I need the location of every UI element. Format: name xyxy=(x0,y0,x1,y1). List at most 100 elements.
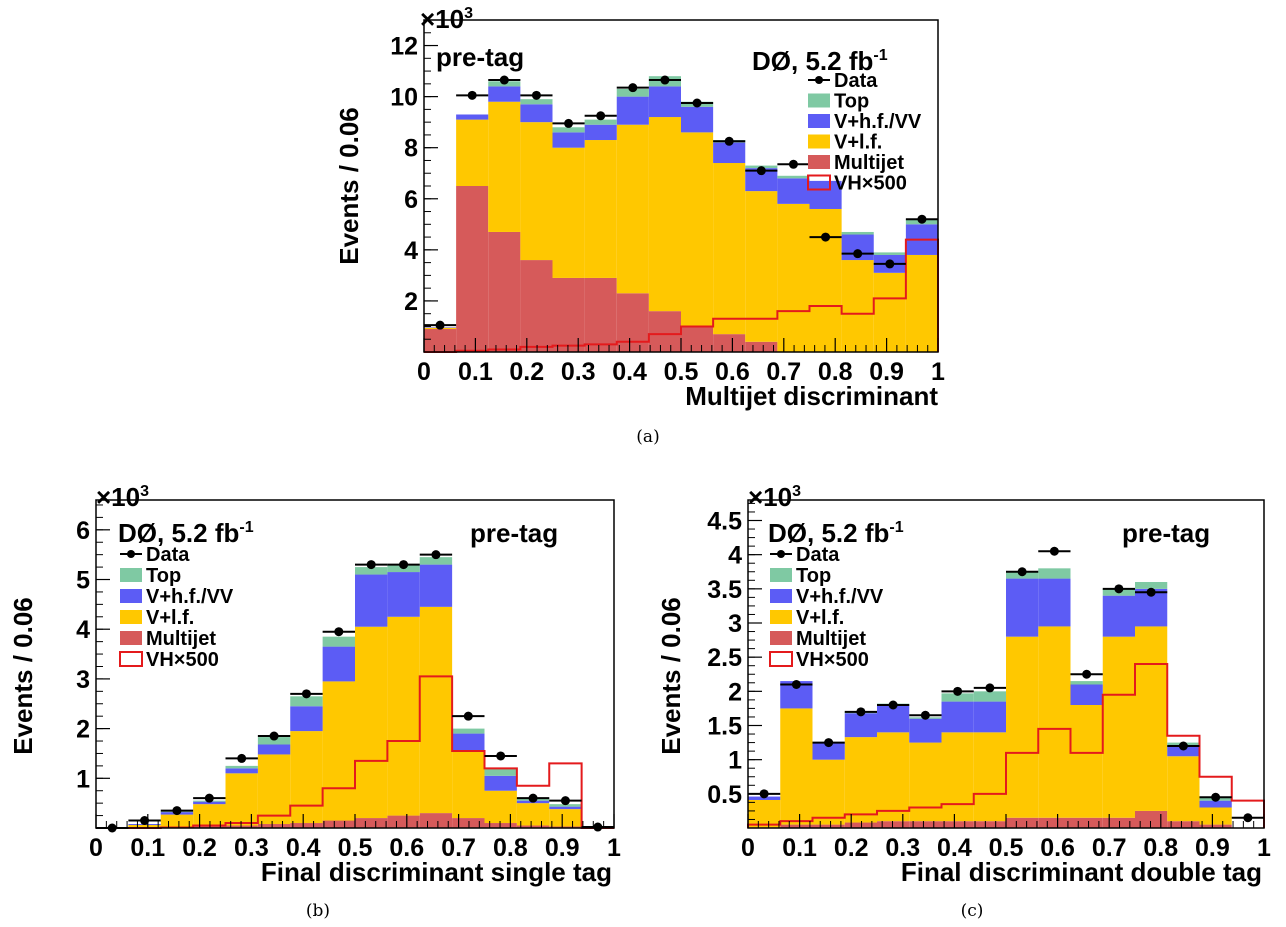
bar-multijet-bin-10 xyxy=(745,341,778,352)
x-tick-label-9: 0.9 xyxy=(545,834,580,862)
chart-b-signal-group xyxy=(96,675,614,829)
legend-vlf-swatch xyxy=(120,610,142,624)
data-point-5 xyxy=(920,710,930,720)
data-point-7 xyxy=(334,627,344,637)
bar-vlf-bin-4 xyxy=(552,147,585,278)
x-tick-label-6: 0.6 xyxy=(715,358,750,386)
bar-multijet-bin-11 xyxy=(1102,817,1135,828)
y-tick-label-6: 3.5 xyxy=(707,576,742,604)
bar-vlf-bin-2 xyxy=(812,759,845,825)
chart-panel-b: 0 0.1 0.2 0.3 0.4 0.5 0.6 0.7 0.8 0.9 1 1 2 3 4 5 6 ×103… xyxy=(0,476,640,927)
chart-panel-c: 0 0.1 0.2 0.3 0.4 0.5 0.6 0.7 0.8 0.9 1 0.5 1 1.5 2 2.5… xyxy=(648,476,1284,927)
chart-a-annotation-pretag: pre-tag xyxy=(436,42,524,72)
data-point-9 xyxy=(399,560,409,570)
bar-vlf-bin-3 xyxy=(844,737,877,823)
bar-vhf-bin-5 xyxy=(909,718,942,743)
x-tick-label-4: 0.4 xyxy=(286,834,321,862)
data-point-4 xyxy=(888,700,898,710)
bar-multijet-bin-9 xyxy=(713,334,746,352)
data-point-4 xyxy=(564,118,574,128)
legend-vhf-label: V+h.f./VV xyxy=(834,111,922,133)
bar-vlf-bin-6 xyxy=(290,731,323,824)
y-tick-label-3: 4 xyxy=(76,616,90,644)
y-tick-label-0: 2 xyxy=(404,288,418,316)
bar-vhf-bin-11 xyxy=(1102,595,1135,637)
data-point-0 xyxy=(435,320,445,330)
bar-vhf-bin-14 xyxy=(1199,800,1232,808)
legend-top-swatch xyxy=(770,568,792,582)
data-point-12 xyxy=(496,751,506,761)
legend-multijet-swatch xyxy=(120,631,142,645)
bar-multijet-bin-10 xyxy=(419,813,453,828)
chart-b-bars xyxy=(128,557,582,828)
x-tick-label-2: 0.2 xyxy=(834,834,869,862)
legend-vlf-label: V+l.f. xyxy=(834,132,882,154)
y-tick-label-2: 6 xyxy=(404,186,418,214)
y-tick-label-5: 6 xyxy=(76,517,90,545)
x-tick-label-4: 0.4 xyxy=(937,834,972,862)
bar-vhf-bin-8 xyxy=(681,106,714,133)
data-point-12 xyxy=(1146,587,1156,597)
bar-multijet-bin-5 xyxy=(909,821,942,828)
y-tick-label-3: 2 xyxy=(728,678,742,706)
legend-signal-label: VH×500 xyxy=(834,173,907,195)
bar-multijet-bin-8 xyxy=(681,326,714,352)
x-tick-label-5: 0.5 xyxy=(664,358,699,386)
bar-vlf-bin-1 xyxy=(128,825,161,828)
bar-vlf-bin-13 xyxy=(841,260,874,352)
bar-top-bin-4 xyxy=(225,765,258,769)
data-point-3 xyxy=(856,707,866,717)
bar-vlf-bin-5 xyxy=(257,754,291,825)
data-point-11 xyxy=(788,159,798,169)
legend-vlf-label: V+l.f. xyxy=(146,607,194,629)
y-tick-label-1: 4 xyxy=(404,237,418,265)
legend-vhf-label: V+h.f./VV xyxy=(796,586,884,608)
x-tick-label-9: 0.9 xyxy=(869,358,904,386)
bar-vlf-bin-1 xyxy=(780,708,813,825)
bar-vhf-bin-10 xyxy=(419,564,453,607)
signal-histogram-line xyxy=(424,238,939,353)
bar-vlf-bin-10 xyxy=(745,191,778,342)
legend-multijet-swatch xyxy=(808,155,830,169)
chart-b-caption: (b) xyxy=(306,901,330,921)
bar-vhf-bin-6 xyxy=(616,96,649,125)
bar-vhf-bin-3 xyxy=(520,104,553,123)
bar-vhf-bin-13 xyxy=(1167,746,1200,757)
bar-top-bin-5 xyxy=(584,119,617,125)
data-point-11 xyxy=(1114,584,1124,594)
data-point-1 xyxy=(791,680,801,689)
legend-vhf-swatch xyxy=(770,589,792,603)
legend-data-marker xyxy=(127,550,135,558)
bar-top-bin-7 xyxy=(322,636,355,647)
bar-vhf-bin-10 xyxy=(745,168,778,192)
bar-multijet-bin-8 xyxy=(1006,817,1039,828)
bar-multijet-bin-9 xyxy=(1038,817,1071,828)
bar-vlf-bin-7 xyxy=(973,732,1006,822)
chart-c-bars xyxy=(748,568,1232,828)
y-tick-label-4: 2.5 xyxy=(707,644,742,672)
legend-signal-swatch xyxy=(119,651,143,667)
x-tick-label-0: 0 xyxy=(89,834,103,862)
y-tick-label-3: 8 xyxy=(404,135,418,163)
data-point-13 xyxy=(528,793,538,803)
bar-multijet-bin-4 xyxy=(877,821,910,828)
bar-vlf-bin-14 xyxy=(873,272,906,352)
bar-vhf-bin-9 xyxy=(713,142,746,164)
data-point-13 xyxy=(853,249,863,259)
chart-b-svg: 0 0.1 0.2 0.3 0.4 0.5 0.6 0.7 0.8 0.9 1 1 2 3 4 5 6 ×103… xyxy=(8,482,621,921)
data-point-11 xyxy=(463,711,473,721)
bar-vlf-bin-14 xyxy=(1199,807,1232,825)
bar-vhf-bin-9 xyxy=(1038,578,1071,627)
bar-vhf-bin-3 xyxy=(844,713,877,738)
bar-top-bin-11 xyxy=(777,175,810,179)
data-point-15 xyxy=(917,214,927,224)
x-tick-label-2: 0.2 xyxy=(509,358,544,386)
bar-vlf-bin-3 xyxy=(520,122,553,261)
bar-vlf-bin-1 xyxy=(456,119,489,186)
data-point-10 xyxy=(431,550,441,560)
bar-vlf-bin-13 xyxy=(1167,756,1200,822)
data-point-7 xyxy=(660,75,670,85)
chart-b-ticks: 0 0.1 0.2 0.3 0.4 0.5 0.6 0.7 0.8 0.9 1 1 2 3 4 5 6 xyxy=(76,504,621,862)
legend-top-swatch xyxy=(808,93,830,108)
bar-multijet-bin-2 xyxy=(812,824,845,828)
